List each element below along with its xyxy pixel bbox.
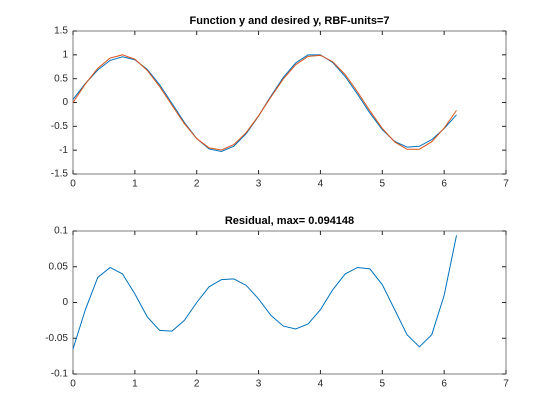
y-tick-label: -0.1 [51,369,69,380]
x-tick-label: 2 [194,379,200,390]
x-tick-label: 6 [441,179,447,190]
x-tick-label: 0 [70,379,76,390]
x-tick-label: 3 [256,179,262,190]
x-tick-label: 3 [256,379,262,390]
axes-title: Residual, max= 0.094148 [225,215,354,227]
x-tick-label: 5 [380,179,386,190]
x-tick-label: 4 [318,179,324,190]
data-line [72,235,457,350]
y-tick-label: 1.5 [54,26,68,37]
axes-title: Function y and desired y, RBF-units=7 [190,15,390,27]
x-tick-label: 1 [132,379,138,390]
axes-box [72,230,507,375]
y-tick-label: -0.05 [45,333,68,344]
y-tick-label: -1.5 [51,169,69,180]
y-tick-label: 0.05 [49,261,69,272]
x-tick-label: 6 [441,379,447,390]
x-tick-label: 7 [503,179,509,190]
x-tick-label: 5 [380,379,386,390]
x-tick-label: 1 [132,179,138,190]
y-tick-label: 0.1 [54,226,68,237]
data-line [72,54,457,151]
y-tick-label: -1 [59,145,68,156]
y-tick-label: 0 [62,297,68,308]
x-tick-label: 7 [503,379,509,390]
x-tick-label: 0 [70,179,76,190]
y-tick-label: -0.5 [51,121,69,132]
x-tick-label: 4 [318,379,324,390]
y-tick-label: 0 [62,97,68,108]
x-tick-label: 2 [194,179,200,190]
y-tick-label: 1 [62,49,68,60]
y-tick-label: 0.5 [54,73,68,84]
